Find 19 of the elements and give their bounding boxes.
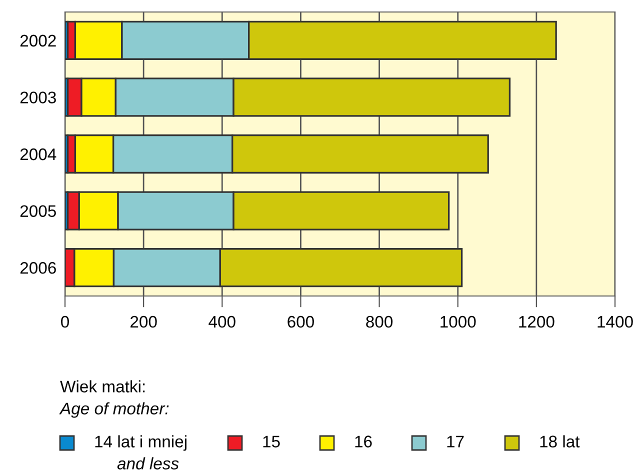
y-tick-label: 2006	[20, 262, 56, 274]
legend-label: 16	[355, 436, 372, 448]
y-tick-label: 2003	[20, 92, 56, 104]
y-tick-label: 2005	[20, 205, 56, 218]
x-tick-label: 800	[366, 316, 393, 328]
legend-label: 14 lat i mniej and less	[95, 435, 186, 470]
legend-label: 18 lat	[540, 435, 580, 448]
y-tick-label: 2004	[20, 148, 56, 160]
legend-label: 15	[263, 436, 280, 448]
legend-label: 17	[447, 436, 464, 448]
x-tick-label: 400	[208, 316, 236, 328]
legend-title: Wiek matki: Age of mother:	[59, 380, 169, 418]
x-tick-label: 1400	[598, 316, 633, 328]
x-tick-label: 0	[61, 316, 69, 328]
y-tick-label: 2002	[20, 34, 56, 47]
x-tick-label: 1000	[440, 316, 476, 328]
x-tick-label: 600	[288, 316, 314, 328]
x-tick-label: 1200	[519, 316, 554, 328]
x-tick-label: 200	[130, 316, 157, 328]
